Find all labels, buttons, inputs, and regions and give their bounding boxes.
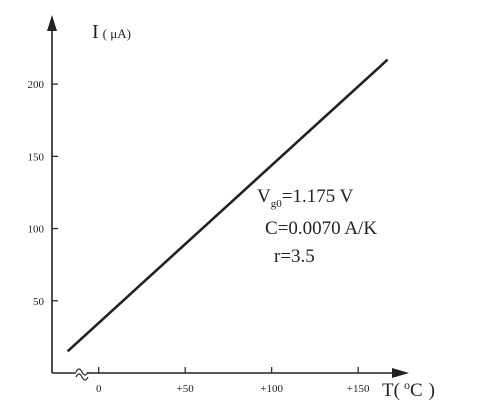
series-line: [66, 58, 389, 353]
series: [66, 58, 389, 353]
y-tick-label: 100: [28, 224, 45, 236]
annotation-vg0: Vg0=1.175 V: [257, 186, 354, 210]
x-tick-label: +100: [260, 383, 283, 395]
y-tick-label: 150: [28, 151, 45, 163]
x-axis-open-paren: (: [394, 380, 400, 401]
x-axis-degree: o: [404, 378, 410, 392]
axes: [47, 15, 409, 381]
y-axis-unit: ( μA): [103, 26, 131, 41]
x-axis-break-mark: [75, 368, 89, 376]
y-axis-arrow: [47, 15, 57, 31]
x-axis-unit: C: [410, 380, 423, 401]
y-tick-label: 50: [33, 296, 45, 308]
x-tick-label: +50: [177, 383, 195, 395]
annotation-vg0-value: =1.175 V: [282, 186, 354, 207]
y-tick-label: 200: [28, 79, 45, 91]
ticks: 50 100 150 200 0 +50 +100 +150: [28, 79, 371, 395]
x-axis-break-mark: [75, 373, 89, 381]
x-axis-symbol: T: [382, 380, 394, 401]
x-axis-arrow: [392, 368, 409, 378]
x-axis-close-paren: ): [429, 380, 435, 401]
x-axis-title: T( oC): [382, 378, 435, 401]
annotation-r: r=3.5: [274, 246, 315, 267]
y-axis-symbol: I: [92, 21, 99, 43]
x-tick-label: 0: [96, 383, 102, 395]
annotation-vg0-subscript: g0: [271, 198, 283, 210]
annotation-c: C=0.0070 A/K: [265, 218, 377, 239]
annotation-vg0-symbol: V: [257, 186, 271, 207]
y-axis-title: I ( μA): [92, 21, 131, 43]
x-tick-label: +150: [347, 383, 370, 395]
